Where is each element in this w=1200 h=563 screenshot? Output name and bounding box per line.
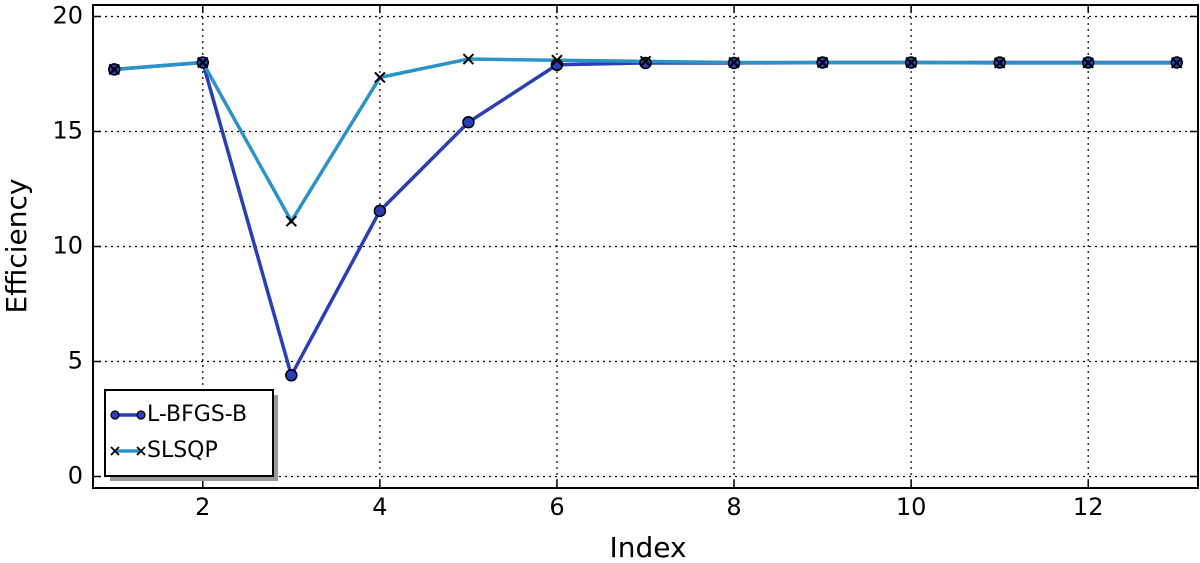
legend-marker [110,410,120,420]
y-axis-label: Efficiency [0,179,33,314]
y-tick-label: 15 [52,117,83,145]
point [374,71,386,84]
point [551,54,563,66]
legend [104,389,274,477]
x-tick-label: 2 [195,493,210,521]
x-tick-label: 12 [1073,493,1104,521]
point [462,116,475,129]
y-tick-label: 10 [52,232,83,260]
point [285,369,298,382]
plot-frame [92,4,1199,489]
y-tick-label: 0 [68,462,83,490]
series-line [114,60,1177,380]
series-line [114,57,1177,225]
point [373,204,387,218]
legend-label: L-BFGS-B [147,402,247,427]
point [639,55,652,68]
point [905,56,917,69]
legend-marker [136,446,146,456]
y-tick-label: 5 [68,347,83,375]
x-tick-label: 4 [372,493,387,521]
x-tick-label: 8 [726,493,741,521]
x-tick-label: 10 [896,493,927,521]
point [285,215,298,227]
point [108,63,120,76]
point [1171,57,1183,69]
legend-marker [110,446,120,456]
point [639,56,652,70]
point [728,56,740,69]
x-axis-label: Index [609,531,686,563]
point [462,53,475,65]
point [993,57,1006,69]
legend-marker [136,410,146,420]
point [816,56,829,69]
y-tick-label: 20 [52,2,83,30]
x-tick-label: 6 [549,493,564,521]
point [197,56,209,69]
point [1082,57,1094,69]
legend-label: SLSQP [147,438,218,463]
